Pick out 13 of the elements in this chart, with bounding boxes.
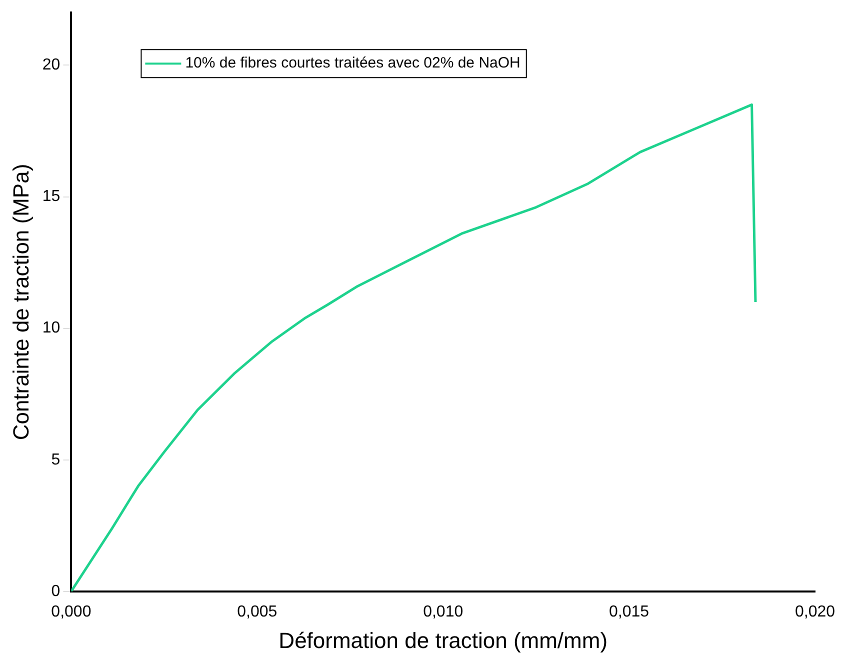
y-tick-label: 0 <box>51 582 60 600</box>
y-axis-title: Contrainte de traction (MPa) <box>8 164 34 440</box>
x-tick-label: 0,005 <box>237 603 278 620</box>
x-tick-label: 0,010 <box>423 603 464 620</box>
x-tick-label: 0,000 <box>51 603 92 620</box>
y-tick-label: 10 <box>42 320 60 337</box>
y-tick-label: 5 <box>51 451 60 468</box>
legend-label: 10% de fibres courtes traitées avec 02% de NaOH <box>185 54 520 72</box>
x-axis-title: Déformation de traction (mm/mm) <box>278 628 608 653</box>
y-tick-label: 15 <box>42 188 60 206</box>
x-tick-label: 0,020 <box>794 603 836 620</box>
y-tick-label: 20 <box>42 56 60 74</box>
x-tick-label: 0,015 <box>609 603 650 620</box>
